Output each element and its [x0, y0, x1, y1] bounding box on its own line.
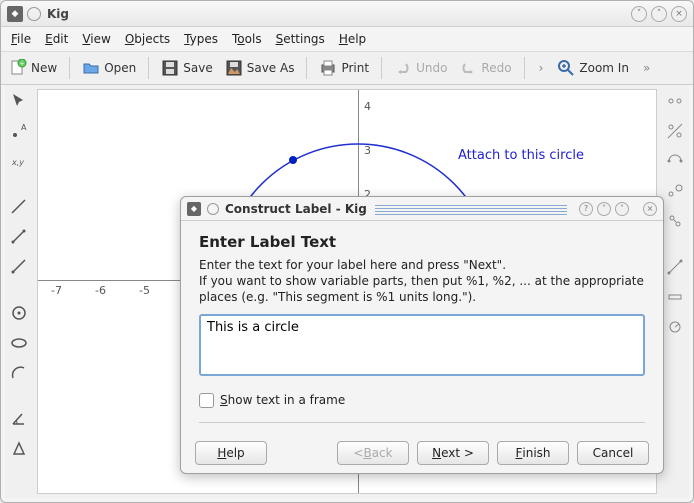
- help-button[interactable]: Help: [195, 441, 267, 465]
- pin-icon[interactable]: [27, 7, 41, 21]
- menu-types[interactable]: Types: [184, 32, 218, 46]
- menu-help[interactable]: Help: [339, 32, 366, 46]
- angle-tool-icon[interactable]: [9, 409, 29, 429]
- dialog-max-icon[interactable]: ˄: [615, 202, 629, 216]
- label-text-input[interactable]: This is a circle: [199, 314, 645, 376]
- menu-view[interactable]: View: [82, 32, 110, 46]
- dialog-help-l2: If you want to show variable parts, then…: [199, 274, 644, 304]
- new-button[interactable]: + New: [9, 59, 57, 77]
- show-frame-checkbox-row: Show text in a frame: [199, 393, 645, 408]
- measure1-icon[interactable]: [665, 257, 685, 277]
- right-toolbox: [661, 85, 689, 498]
- menubar: File Edit View Objects Types Tools Setti…: [1, 27, 693, 51]
- saveas-button[interactable]: Save As: [225, 59, 295, 77]
- menu-settings[interactable]: Settings: [276, 32, 325, 46]
- annotation-label: Attach to this circle: [458, 148, 584, 163]
- undo-button[interactable]: Undo: [394, 59, 447, 77]
- titlebar: ◆ Kig ˅ ˄ ×: [1, 1, 693, 27]
- dialog-title-stripes: [375, 203, 567, 215]
- menu-tools[interactable]: Tools: [232, 32, 262, 46]
- show-frame-label: Show text in a frame: [220, 393, 345, 407]
- save-icon: [161, 59, 179, 77]
- segment-tool-icon[interactable]: [9, 227, 29, 247]
- undo-label: Undo: [416, 61, 447, 75]
- ray-tool-icon[interactable]: [9, 257, 29, 277]
- close-icon[interactable]: ×: [671, 6, 687, 22]
- open-button[interactable]: Open: [82, 59, 136, 77]
- dialog-help-icon[interactable]: ?: [579, 202, 593, 216]
- polygon-tool-icon[interactable]: [9, 439, 29, 459]
- dialog-titlebar: ◆ Construct Label - Kig ? ˅ ˄ ×: [181, 197, 663, 221]
- overflow-chevron-icon[interactable]: ›: [537, 61, 546, 75]
- app-icon: ◆: [7, 6, 23, 22]
- redo-button[interactable]: Redo: [459, 59, 511, 77]
- save-button[interactable]: Save: [161, 59, 212, 77]
- dialog-close-icon[interactable]: ×: [643, 202, 657, 216]
- finish-button[interactable]: Finish: [497, 441, 569, 465]
- svg-text:A: A: [21, 123, 27, 132]
- save-label: Save: [183, 61, 212, 75]
- print-icon: [319, 59, 337, 77]
- transform4-icon[interactable]: [665, 181, 685, 201]
- dialog-heading: Enter Label Text: [199, 233, 645, 251]
- svg-text:+: +: [19, 61, 24, 68]
- zoomin-icon: [557, 59, 575, 77]
- transform3-icon[interactable]: [665, 151, 685, 171]
- circle-tool-icon[interactable]: [9, 303, 29, 323]
- ellipse-tool-icon[interactable]: [9, 333, 29, 353]
- measure2-icon[interactable]: [665, 287, 685, 307]
- window-title: Kig: [47, 7, 69, 21]
- toolbar-more-icon[interactable]: »: [641, 61, 652, 75]
- cancel-button[interactable]: Cancel: [577, 441, 649, 465]
- back-button[interactable]: < Back: [337, 441, 409, 465]
- construct-label-dialog: ◆ Construct Label - Kig ? ˅ ˄ × Enter La…: [180, 196, 664, 474]
- zoomin-label: Zoom In: [579, 61, 629, 75]
- attach-point[interactable]: [289, 156, 297, 164]
- xy-tool-icon[interactable]: x,y: [9, 151, 29, 171]
- dialog-app-icon: ◆: [187, 202, 201, 216]
- minimize-icon[interactable]: ˅: [631, 6, 647, 22]
- point-a-tool-icon[interactable]: A: [9, 121, 29, 141]
- saveas-icon: [225, 59, 243, 77]
- dialog-separator: [199, 422, 645, 423]
- maximize-icon[interactable]: ˄: [651, 6, 667, 22]
- menu-file[interactable]: File: [11, 32, 31, 46]
- measure3-icon[interactable]: [665, 317, 685, 337]
- transform2-icon[interactable]: [665, 121, 685, 141]
- next-button[interactable]: Next >: [417, 441, 489, 465]
- dialog-help-l1: Enter the text for your label here and p…: [199, 258, 506, 272]
- redo-icon: [459, 59, 477, 77]
- arc-tool-icon[interactable]: [9, 363, 29, 383]
- zoomin-button[interactable]: Zoom In: [557, 59, 629, 77]
- left-toolbox: A x,y: [5, 85, 33, 498]
- print-button[interactable]: Print: [319, 59, 369, 77]
- saveas-label: Save As: [247, 61, 295, 75]
- transform5-icon[interactable]: [665, 211, 685, 231]
- open-icon: [82, 59, 100, 77]
- undo-icon: [394, 59, 412, 77]
- menu-objects[interactable]: Objects: [125, 32, 170, 46]
- dialog-pin-icon[interactable]: [207, 203, 219, 215]
- open-label: Open: [104, 61, 136, 75]
- show-frame-checkbox[interactable]: [199, 393, 214, 408]
- svg-text:x,y: x,y: [11, 158, 24, 167]
- dialog-help-text: Enter the text for your label here and p…: [199, 257, 645, 306]
- new-label: New: [31, 61, 57, 75]
- dialog-min-icon[interactable]: ˅: [597, 202, 611, 216]
- new-icon: +: [9, 59, 27, 77]
- dialog-title: Construct Label - Kig: [225, 202, 367, 216]
- print-label: Print: [341, 61, 369, 75]
- menu-edit[interactable]: Edit: [45, 32, 68, 46]
- redo-label: Redo: [481, 61, 511, 75]
- toolbar: + New Open Save Save As Print Undo R: [1, 51, 693, 85]
- pointer-tool-icon[interactable]: [9, 91, 29, 111]
- transform1-icon[interactable]: [665, 91, 685, 111]
- line-tool-icon[interactable]: [9, 197, 29, 217]
